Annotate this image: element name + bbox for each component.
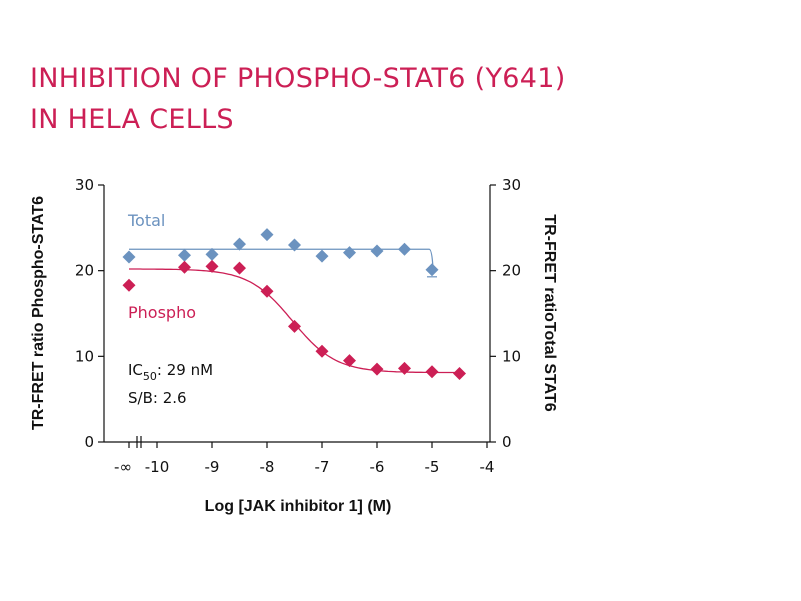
- phospho-data-point: [288, 319, 301, 333]
- x-tick-label: -7: [315, 458, 330, 476]
- right-y-axis-label: TR-FRET ratioTotal STAT6: [541, 214, 558, 411]
- total-data-point: [288, 238, 301, 252]
- phospho-data-point: [425, 365, 439, 379]
- series-label-phospho: Phospho: [128, 303, 196, 322]
- total-data-point: [260, 228, 274, 242]
- total-data-point: [343, 246, 356, 260]
- total-fit-curve: [129, 248, 434, 270]
- phospho-data-point: [178, 260, 191, 274]
- right-y-tick-label: 10: [502, 347, 521, 365]
- left-y-tick-label: 20: [75, 262, 94, 280]
- phospho-data-point: [205, 259, 219, 273]
- data-points-group: [122, 228, 466, 380]
- right-y-tick-label: 0: [502, 433, 512, 451]
- chart-title-line-2: IN HELA CELLS: [30, 104, 234, 135]
- total-point-zero-dose: [122, 250, 136, 264]
- left-y-axis-label: TR-FRET ratio Phospho-STAT6: [30, 196, 47, 430]
- x-tick-label: -8: [260, 458, 275, 476]
- phospho-data-point: [343, 354, 356, 368]
- total-data-point: [370, 244, 384, 258]
- phospho-data-point: [370, 362, 384, 376]
- left-y-tick-label: 10: [75, 347, 94, 365]
- total-data-point: [315, 249, 329, 263]
- right-y-tick-label: 30: [502, 176, 521, 194]
- phospho-data-point: [453, 366, 466, 380]
- chart-title-line-1: INHIBITION OF PHOSPHO-STAT6 (Y641): [30, 63, 566, 94]
- x-axis-label: Log [JAK inhibitor 1] (M): [205, 498, 392, 515]
- x-tick-label: -4: [480, 458, 495, 476]
- total-data-point: [178, 248, 191, 262]
- phospho-data-point: [398, 361, 411, 375]
- right-y-tick-label: 20: [502, 262, 521, 280]
- phospho-data-point: [233, 261, 246, 275]
- labels-group: Total Phospho IC50: 29 nM S/B: 2.6 Log […: [30, 196, 558, 515]
- left-y-tick-label: 0: [84, 433, 94, 451]
- total-data-point: [205, 247, 219, 261]
- x-tick-label: -5: [425, 458, 440, 476]
- total-data-point: [233, 237, 246, 251]
- signal-background-annotation: S/B: 2.6: [128, 389, 187, 407]
- axes-group: 0 0 10 10 20 20 30 30 -∞ -10 -9 -8 -7 -6 -5 -4: [75, 176, 521, 476]
- x-tick-label: -6: [370, 458, 385, 476]
- x-tick-label: -10: [145, 458, 170, 476]
- left-y-tick-label: 30: [75, 176, 94, 194]
- x-tick-label: -∞: [114, 458, 132, 476]
- x-tick-label: -9: [205, 458, 220, 476]
- phospho-data-point: [260, 284, 274, 298]
- total-data-point: [425, 263, 439, 277]
- phospho-point-zero-dose: [122, 278, 136, 292]
- series-label-total: Total: [127, 211, 165, 230]
- phospho-data-point: [315, 344, 329, 358]
- total-data-point: [398, 242, 411, 256]
- ic50-annotation: IC50: 29 nM: [128, 361, 213, 383]
